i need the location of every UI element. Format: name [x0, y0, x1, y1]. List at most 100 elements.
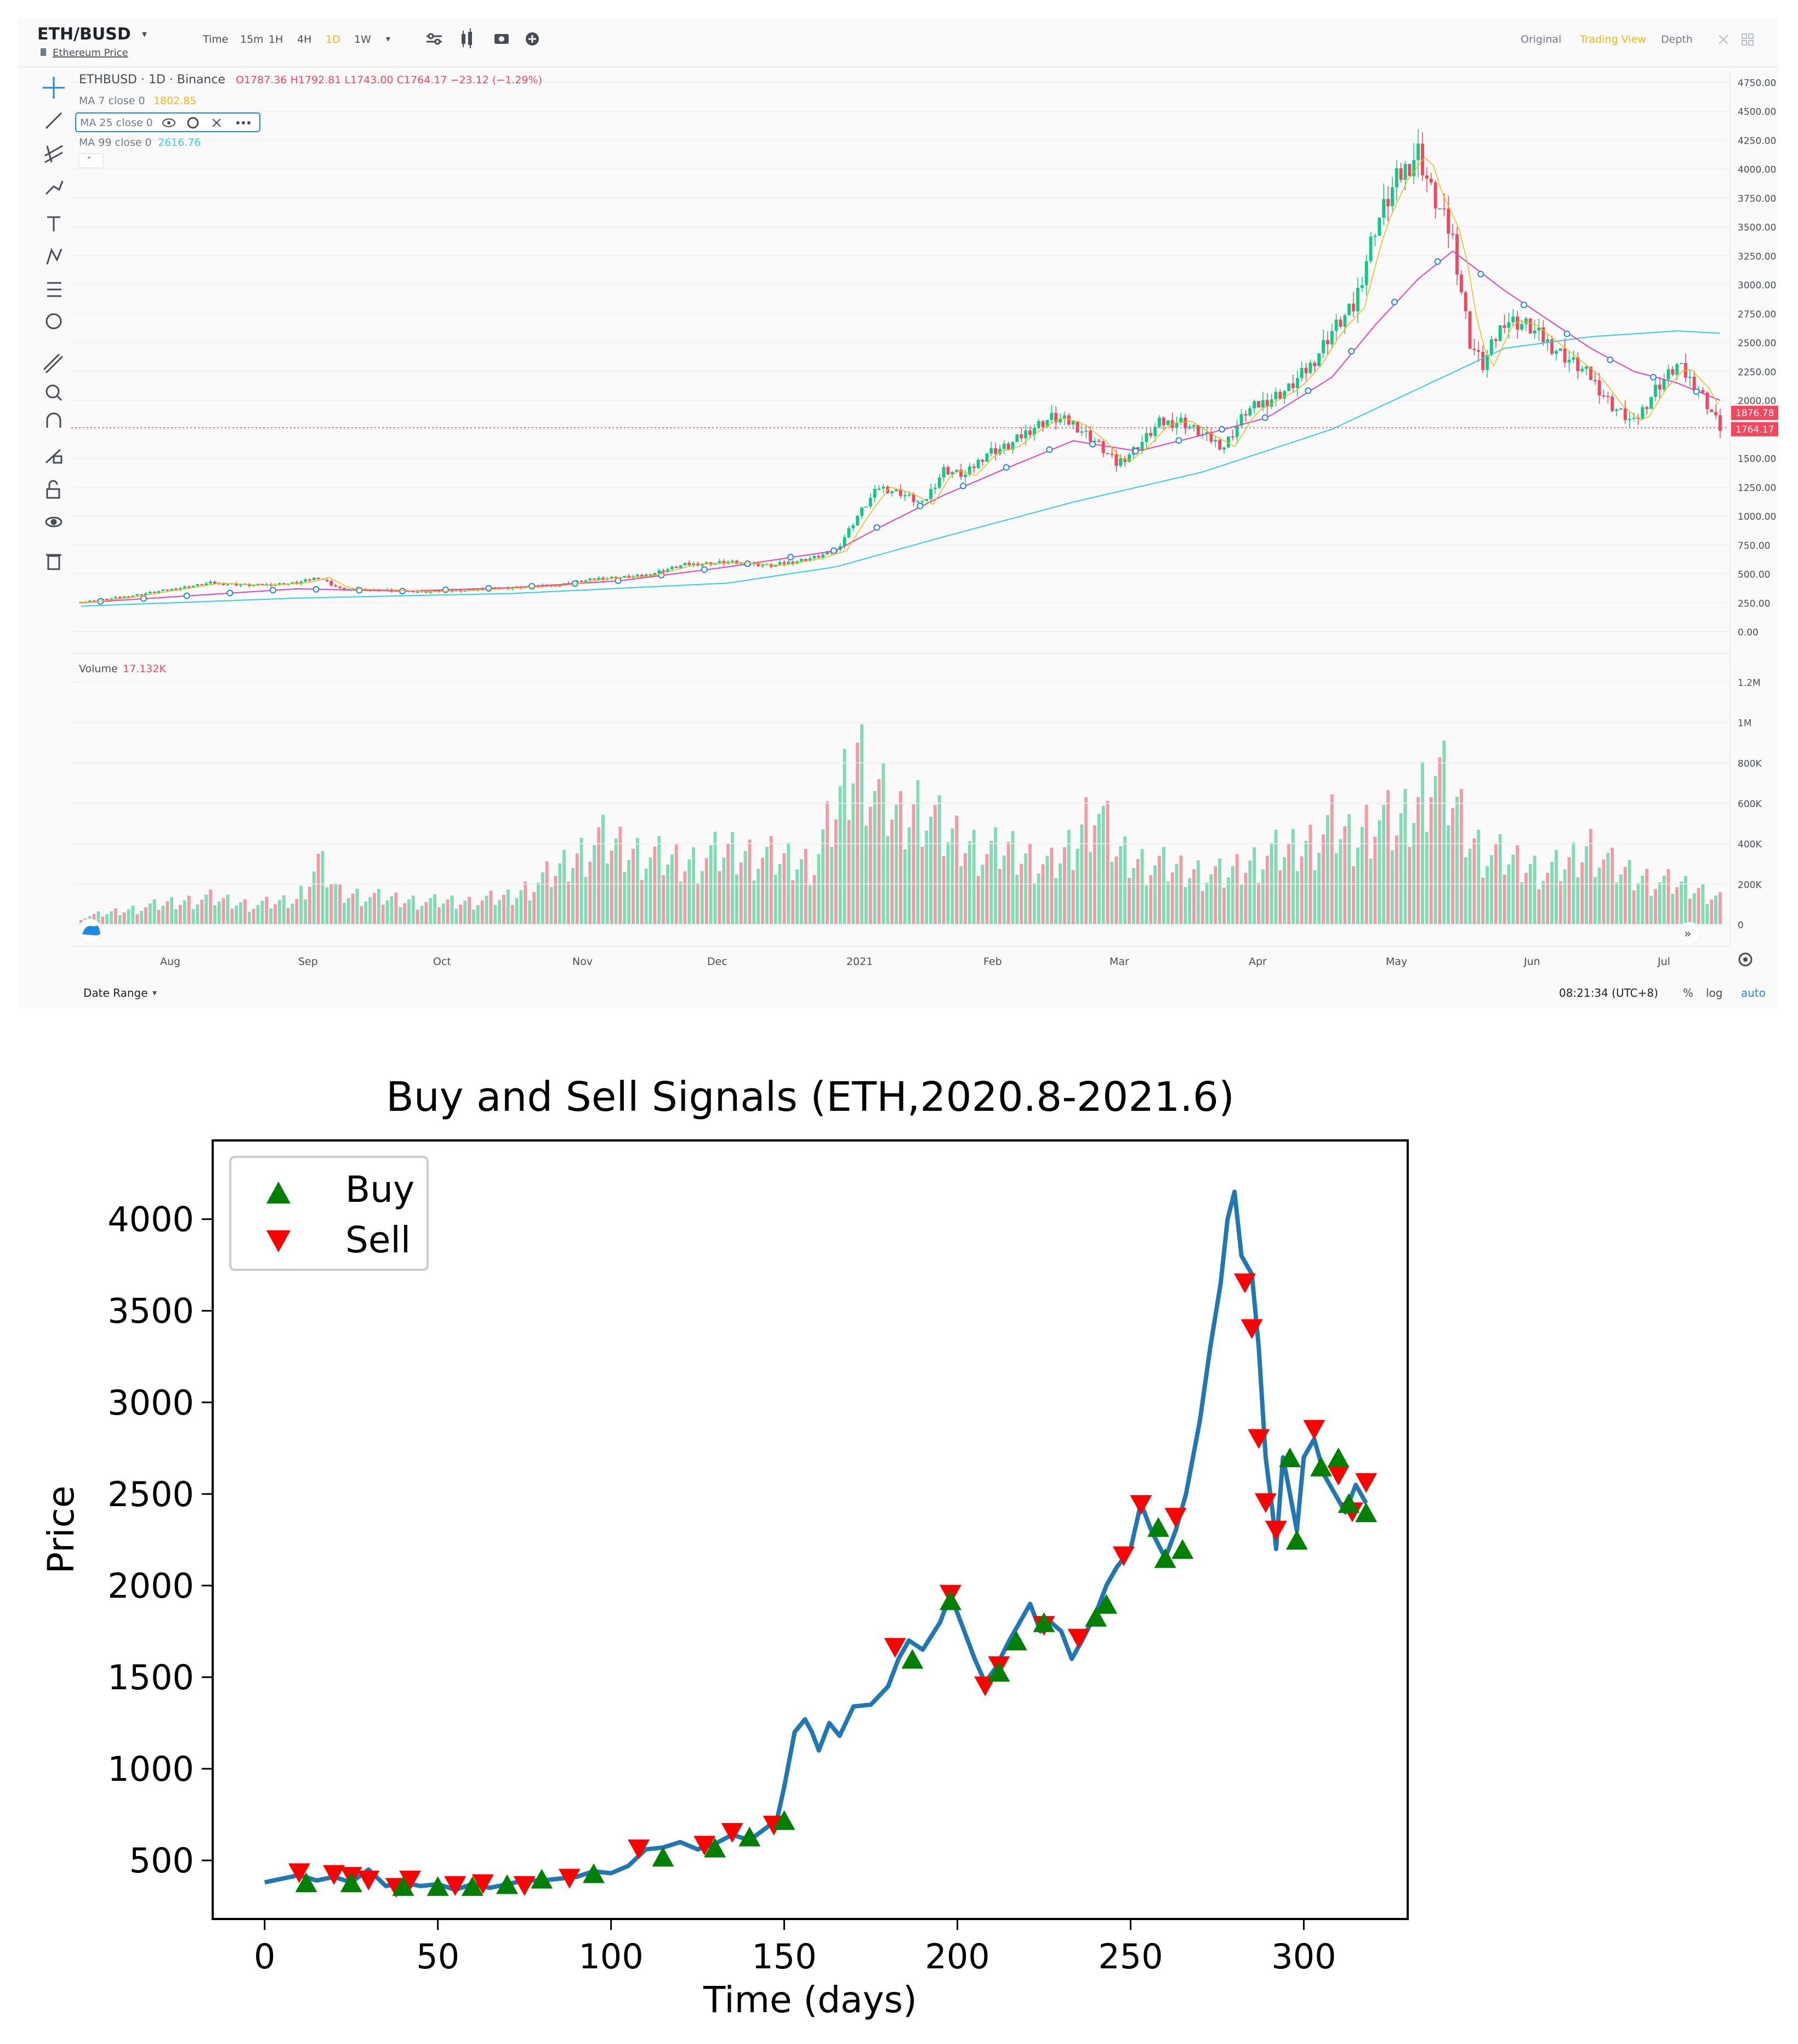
timeframe-more-icon[interactable]: ▾ [386, 33, 390, 44]
volume-bar [1274, 830, 1278, 924]
lock-icon[interactable] [46, 480, 60, 499]
auto-toggle[interactable]: auto [1741, 986, 1766, 1000]
tradingview-chart-svg: ETH/BUSD ▾ Ethereum Price Time 15m 1H 4H 1D 1… [19, 25, 1778, 1000]
timeframe-15m[interactable]: 15m [240, 33, 264, 46]
symbol-subtitle-link[interactable]: Ethereum Price [53, 47, 128, 59]
layout-grid-icon[interactable] [1742, 33, 1754, 46]
text-tool-icon[interactable] [47, 216, 60, 231]
volume-bar [1192, 869, 1196, 924]
candle-body [1503, 325, 1506, 328]
percent-toggle[interactable]: % [1683, 986, 1693, 1000]
volume-bar [1166, 881, 1170, 924]
candle-body [1063, 415, 1066, 419]
symbol-dropdown-icon[interactable]: ▾ [142, 29, 147, 40]
volume-bar [769, 836, 773, 924]
candle-body [1524, 318, 1528, 324]
legend-collapse-button[interactable] [78, 153, 104, 168]
date-range-chevron-icon[interactable]: ▾ [152, 987, 157, 998]
buy-marker [1338, 1493, 1360, 1513]
log-toggle[interactable]: log [1706, 986, 1723, 1000]
candle-body [782, 562, 786, 564]
pencil-lock-icon[interactable] [45, 448, 62, 464]
candle-body [1628, 418, 1631, 421]
timeframe-1d[interactable]: 1D [326, 33, 340, 46]
drawing-toolbar [43, 77, 65, 570]
fullscreen-icon[interactable] [1719, 35, 1728, 44]
trend-line-icon[interactable] [45, 112, 62, 129]
volume-bar [696, 883, 700, 924]
volume-bar [1611, 848, 1614, 924]
legend-eye-icon[interactable] [162, 118, 175, 127]
zoom-in-icon[interactable] [45, 384, 62, 401]
candle-body [1011, 442, 1015, 450]
symbol-title[interactable]: ETH/BUSD [37, 25, 131, 44]
buy-marker [392, 1876, 414, 1896]
volume-bar [873, 791, 877, 924]
volume-bar [92, 913, 96, 924]
magnet-icon[interactable] [46, 412, 61, 428]
timeframe-time[interactable]: Time [202, 33, 229, 46]
volume-bar [731, 832, 734, 924]
volume-bar [631, 849, 635, 924]
price-axis-label: 2250.00 [1738, 367, 1776, 378]
brush-icon[interactable] [45, 180, 64, 195]
volume-bar [800, 859, 803, 924]
x-tick-label: 250 [1098, 1937, 1163, 1977]
date-range-button[interactable]: Date Range [83, 986, 148, 1000]
candle-body [209, 581, 212, 584]
volume-bar [1322, 834, 1325, 924]
candle-body [1395, 168, 1398, 188]
volume-bar [558, 863, 562, 924]
sell-marker [1067, 1628, 1090, 1649]
candle-body [1714, 412, 1717, 416]
trash-icon[interactable] [46, 554, 61, 570]
candle-body [468, 589, 471, 591]
x-tick-label: 150 [752, 1937, 816, 1977]
view-trading-view[interactable]: Trading View [1579, 33, 1646, 46]
timeframe-1h[interactable]: 1H [269, 33, 283, 46]
view-depth[interactable]: Depth [1661, 33, 1693, 46]
prediction-icon[interactable] [47, 282, 61, 297]
eye-icon[interactable] [45, 516, 62, 527]
candle-body [1360, 285, 1364, 288]
ma25-marker [312, 586, 320, 593]
ruler-icon[interactable] [43, 353, 64, 374]
candle-body [1623, 408, 1627, 421]
timeframe-4h[interactable]: 4H [297, 33, 311, 46]
candle-type-icon[interactable] [462, 29, 472, 48]
volume-bar [1360, 827, 1364, 924]
add-indicator-icon[interactable] [526, 32, 539, 46]
volume-bar [1024, 853, 1028, 924]
volume-bar [200, 899, 204, 924]
volume-bar [502, 895, 505, 924]
volume-bar [851, 783, 855, 924]
candle-body [670, 566, 674, 570]
candle-body [826, 551, 829, 555]
legend-more-icon[interactable] [236, 121, 251, 124]
volume-bar [1528, 864, 1532, 924]
timeframe-1w[interactable]: 1W [354, 33, 371, 46]
legend-close-icon[interactable] [212, 118, 221, 127]
crosshair-icon[interactable] [43, 77, 65, 99]
volume-bar [588, 861, 592, 924]
volume-bar [1632, 890, 1636, 924]
volume-bar [519, 890, 523, 924]
view-original[interactable]: Original [1521, 33, 1561, 46]
camera-icon[interactable] [494, 34, 509, 44]
candle-body [1080, 431, 1084, 433]
chart-settings-icon[interactable] [1738, 952, 1753, 967]
fib-tool-icon[interactable] [44, 145, 63, 163]
indicator-settings-icon[interactable] [426, 33, 442, 45]
volume-bar [122, 912, 126, 924]
volume-bar [662, 875, 665, 924]
candle-body [739, 562, 743, 564]
pattern-icon[interactable] [46, 248, 62, 265]
volume-bar [256, 905, 260, 924]
legend-settings-icon[interactable] [187, 117, 199, 129]
candle-body [1059, 418, 1062, 423]
emoji-icon[interactable] [45, 313, 62, 330]
volume-bar [1533, 855, 1537, 924]
scroll-right-button[interactable]: » [1678, 922, 1701, 945]
candle-body [256, 583, 260, 586]
legend-buy-marker [266, 1182, 291, 1203]
